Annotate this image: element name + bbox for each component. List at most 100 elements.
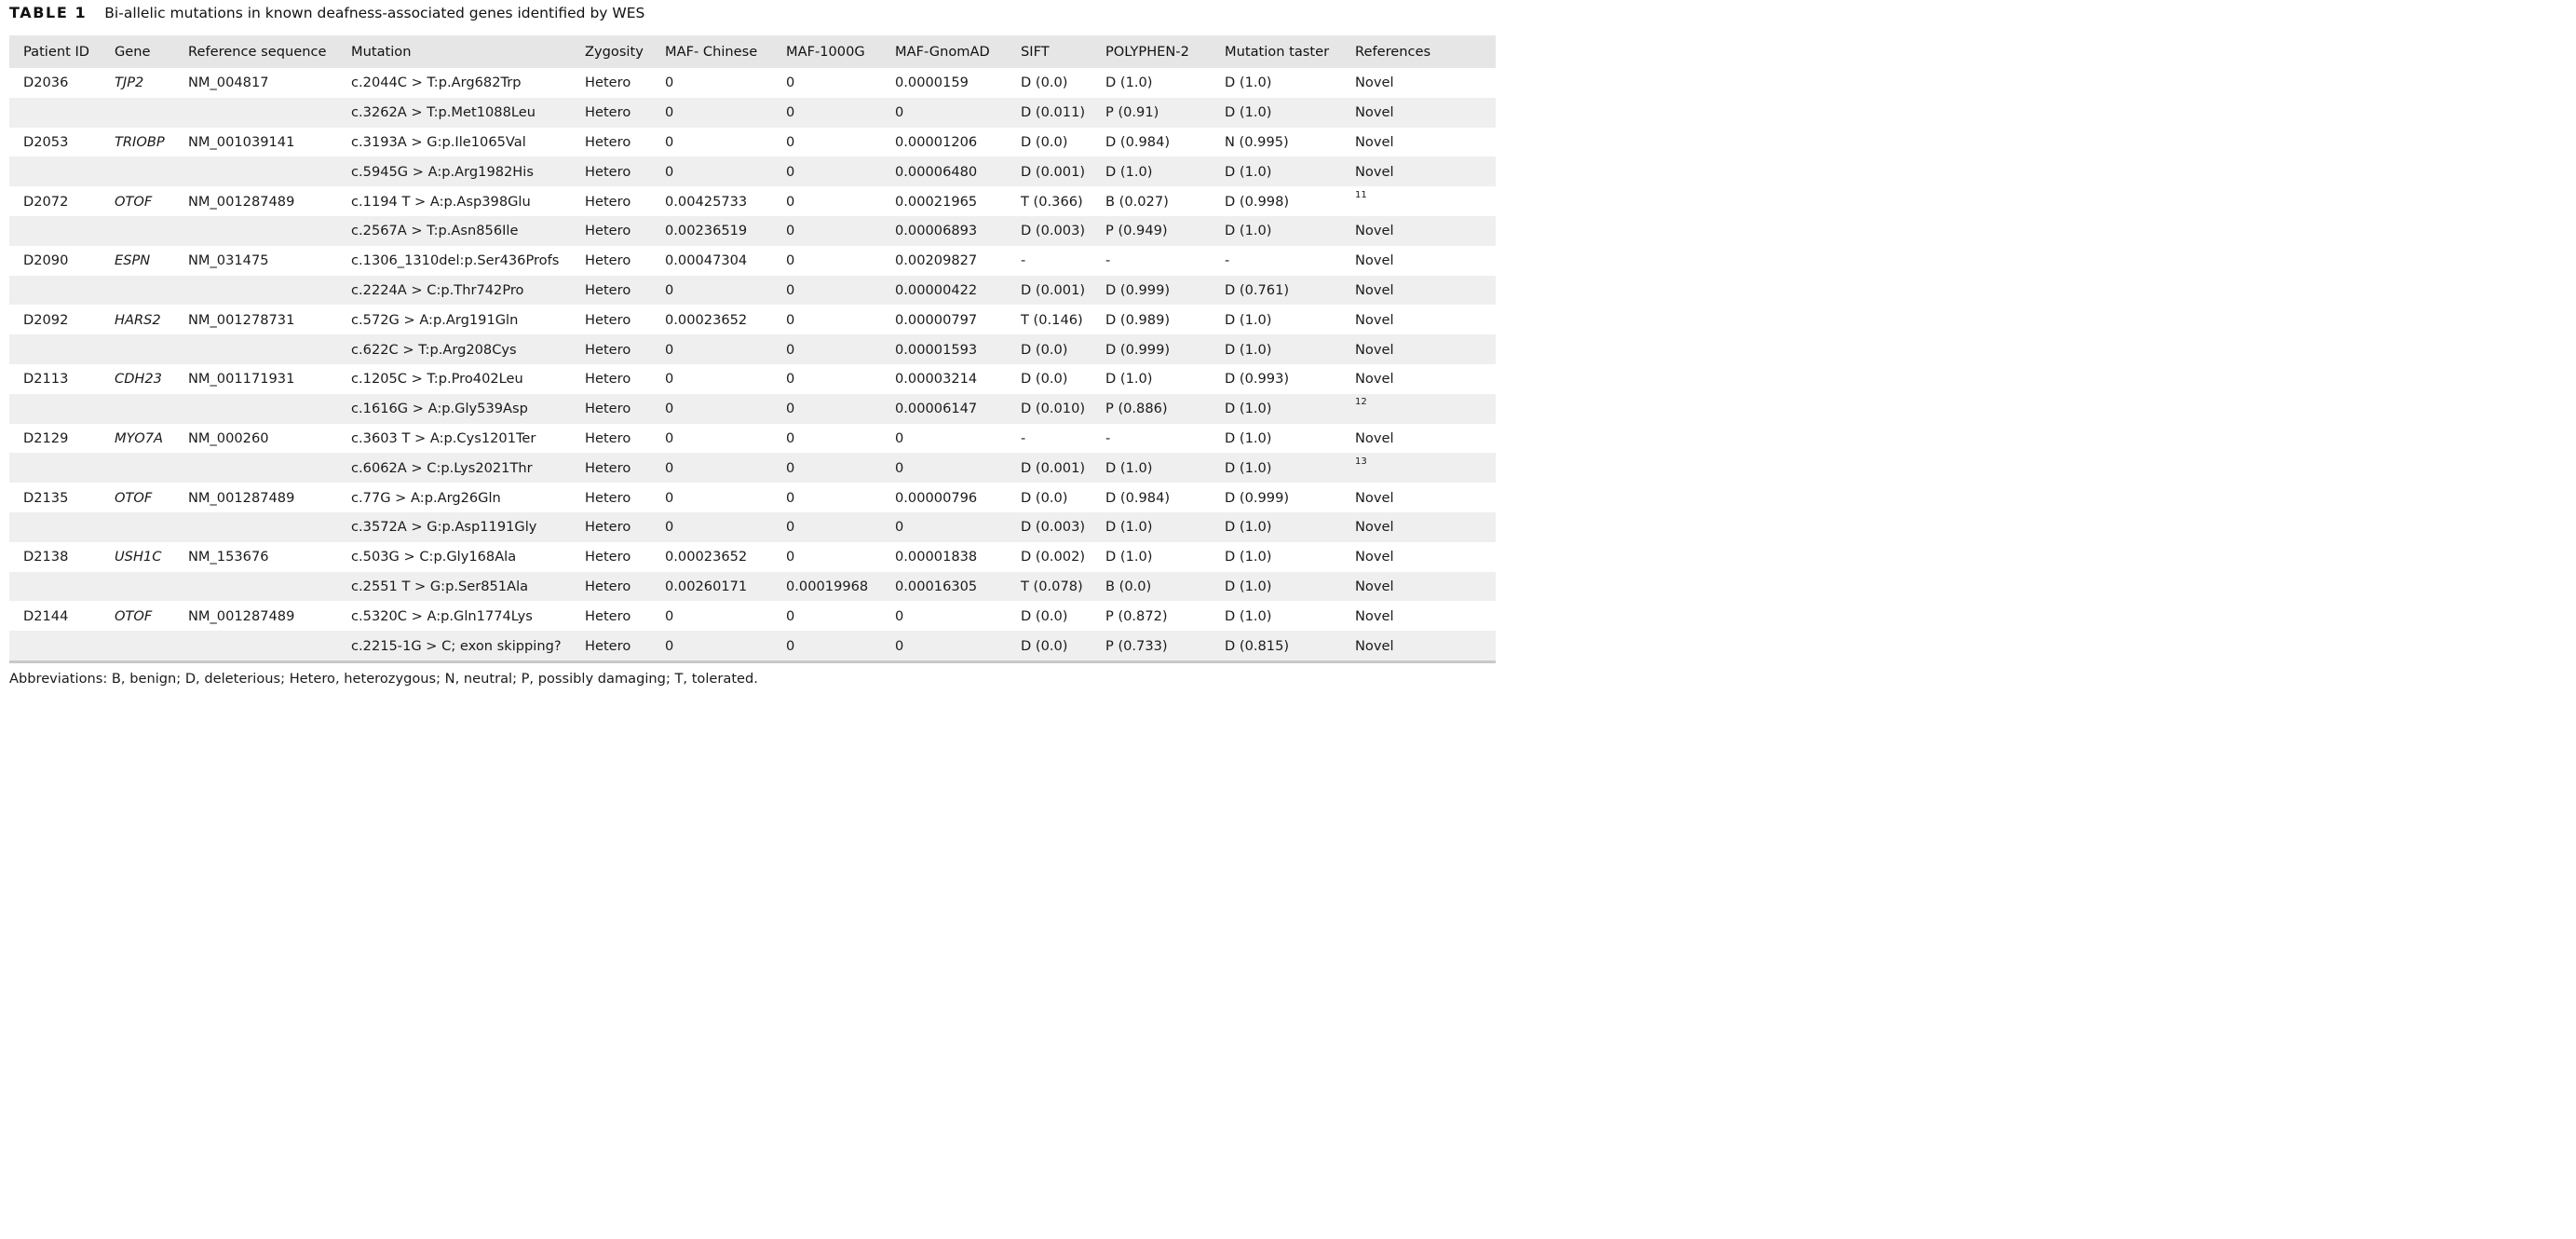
column-header-maf-chinese: MAF- Chinese (651, 35, 772, 68)
cell-maf-chinese: 0 (665, 133, 674, 150)
cell-mutation-taster: - (1225, 252, 1230, 269)
cell-mutation: c.3262A > T:p.Met1088Leu (337, 97, 571, 128)
cell-maf-gnomad: 0 (881, 453, 1007, 483)
cell-patient-id: D2090 (23, 252, 69, 269)
cell-patient-id (9, 631, 101, 662)
table-row: D2135 OTOF NM_001287489 c.77G > A:p.Arg26Gl… (9, 483, 1496, 512)
cell-maf-gnomad: 0.00001838 (895, 549, 978, 565)
column-header-patient-id: Patient ID (9, 35, 101, 68)
cell-polyphen-2: D (1.0) (1105, 75, 1153, 91)
column-header-gene: Gene (101, 35, 174, 68)
cell-maf-gnomad: 0.00000796 (895, 489, 978, 506)
cell-zygosity: Hetero (585, 193, 631, 210)
cell-gene (101, 334, 174, 364)
cell-patient-id (9, 275, 101, 306)
cell-mutation: c.1616G > A:p.Gly539Asp (337, 393, 571, 424)
cell-polyphen-2: P (0.91) (1091, 97, 1211, 128)
cell-maf-chinese: 0.00023652 (665, 549, 748, 565)
cell-patient-id: D2072 (23, 193, 69, 210)
cell-sift: - (1021, 252, 1026, 269)
cell-reference-sequence (174, 97, 337, 128)
table-caption: TABLE 1 Bi-allelic mutations in known de… (9, 4, 644, 26)
cell-patient-id (9, 393, 101, 424)
cell-reference-sequence (174, 631, 337, 662)
cell-polyphen-2: D (0.984) (1105, 489, 1171, 506)
cell-mutation-taster: D (1.0) (1211, 97, 1341, 128)
column-header-sift: SIFT (1007, 35, 1091, 68)
cell-zygosity: Hetero (571, 334, 651, 364)
cell-zygosity: Hetero (585, 75, 631, 91)
cell-zygosity: Hetero (571, 275, 651, 306)
cell-polyphen-2: P (0.886) (1091, 393, 1211, 424)
cell-gene (101, 97, 174, 128)
cell-sift: D (0.003) (1007, 511, 1091, 542)
cell-mutation: c.77G > A:p.Arg26Gln (351, 489, 501, 506)
cell-maf-chinese: 0 (665, 371, 674, 388)
cell-gene (101, 453, 174, 483)
cell-maf-1000g: 0 (786, 311, 795, 328)
column-header-polyphen-2: POLYPHEN-2 (1091, 35, 1211, 68)
cell-references: Novel (1355, 371, 1394, 388)
cell-sift: D (0.003) (1007, 215, 1091, 246)
cell-maf-chinese: 0.00047304 (665, 252, 748, 269)
cell-sift: D (0.0) (1021, 489, 1068, 506)
cell-maf-chinese: 0 (665, 607, 674, 624)
cell-sift: D (0.0) (1021, 371, 1068, 388)
table-row: c.3572A > G:p.Asp1191Gly Hetero 0 0 0 D (0.00… (9, 511, 1496, 542)
cell-gene (101, 571, 174, 602)
cell-maf-chinese: 0 (651, 511, 772, 542)
cell-gene (101, 511, 174, 542)
cell-references: 12 (1341, 393, 1496, 424)
cell-gene (101, 215, 174, 246)
cell-references: Novel (1355, 489, 1394, 506)
cell-gene (101, 275, 174, 306)
cell-mutation-taster: D (1.0) (1211, 334, 1341, 364)
cell-maf-chinese: 0.00023652 (665, 311, 748, 328)
cell-mutation: c.2567A > T:p.Asn856Ile (337, 215, 571, 246)
cell-polyphen-2: D (1.0) (1105, 549, 1153, 565)
cell-references: Novel (1355, 75, 1394, 91)
cell-maf-gnomad: 0.00000797 (895, 311, 978, 328)
column-header-maf-gnomad: MAF-GnomAD (881, 35, 1007, 68)
cell-maf-gnomad: 0.00021965 (895, 193, 978, 210)
table-row: c.2224A > C:p.Thr742Pro Hetero 0 0 0.0000042… (9, 275, 1496, 306)
cell-maf-gnomad: 0 (895, 607, 904, 624)
table-row: c.1616G > A:p.Gly539Asp Hetero 0 0 0.0000614… (9, 393, 1496, 424)
cell-mutation-taster: D (1.0) (1211, 215, 1341, 246)
cell-zygosity: Hetero (585, 371, 631, 388)
cell-mutation: c.2551 T > G:p.Ser851Ala (337, 571, 571, 602)
cell-patient-id: D2053 (23, 133, 69, 150)
citation-superscript: 13 (1355, 456, 1367, 467)
cell-zygosity: Hetero (571, 157, 651, 187)
cell-gene: CDH23 (115, 371, 162, 388)
cell-sift: D (0.001) (1007, 275, 1091, 306)
cell-mutation-taster: D (0.999) (1225, 489, 1290, 506)
cell-maf-1000g: 0 (772, 393, 881, 424)
cell-zygosity: Hetero (571, 393, 651, 424)
cell-reference-sequence: NM_031475 (188, 252, 269, 269)
cell-maf-chinese: 0 (651, 393, 772, 424)
cell-mutation: c.622C > T:p.Arg208Cys (337, 334, 571, 364)
cell-maf-1000g: 0 (786, 549, 795, 565)
cell-maf-1000g: 0 (786, 133, 795, 150)
cell-gene: ESPN (115, 252, 151, 269)
cell-zygosity: Hetero (571, 631, 651, 662)
cell-zygosity: Hetero (585, 489, 631, 506)
cell-gene: TRIOBP (115, 133, 165, 150)
cell-gene (101, 157, 174, 187)
table-row: D2138 USH1C NM_153676 c.503G > C:p.Gly168Al… (9, 542, 1496, 572)
cell-mutation: c.2215-1G > C; exon skipping? (337, 631, 571, 662)
cell-maf-1000g: 0 (786, 489, 795, 506)
cell-maf-gnomad: 0.00001206 (895, 133, 978, 150)
cell-maf-gnomad: 0.00003214 (895, 371, 978, 388)
cell-maf-chinese: 0 (651, 275, 772, 306)
cell-patient-id: D2129 (23, 429, 69, 446)
cell-maf-chinese: 0 (665, 489, 674, 506)
cell-maf-1000g: 0 (772, 215, 881, 246)
cell-maf-chinese: 0.00425733 (665, 193, 748, 210)
cell-references: 11 (1341, 186, 1496, 216)
cell-sift: T (0.366) (1021, 193, 1083, 210)
cell-sift: D (0.0) (1007, 631, 1091, 662)
cell-polyphen-2: - (1105, 252, 1111, 269)
cell-gene (101, 393, 174, 424)
